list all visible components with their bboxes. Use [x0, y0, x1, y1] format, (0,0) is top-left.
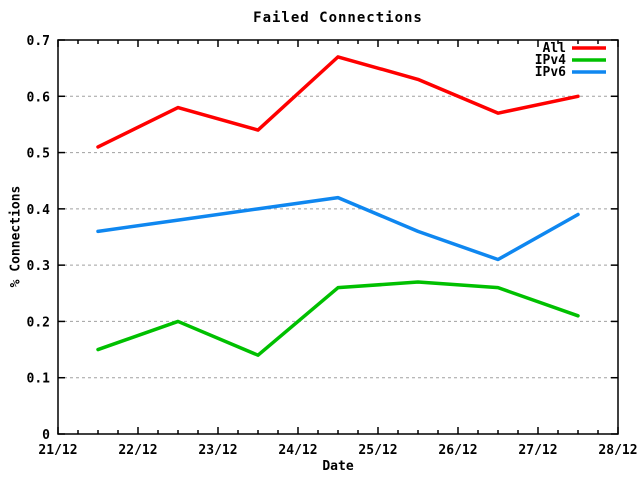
- y-tick-label: 0.4: [27, 203, 51, 218]
- x-tick-label: 22/12: [118, 443, 157, 458]
- y-tick-label: 0.5: [27, 147, 50, 162]
- y-tick-label: 0.3: [27, 259, 50, 274]
- y-tick-label: 0: [42, 428, 50, 443]
- x-tick-label: 25/12: [358, 443, 397, 458]
- legend-label-ipv6: IPv6: [535, 65, 566, 80]
- y-tick-label: 0.1: [27, 372, 51, 387]
- y-tick-label: 0.6: [27, 90, 51, 105]
- series-line-ipv4: [96, 280, 580, 357]
- series-line-all: [96, 55, 580, 149]
- x-axis-label: Date: [322, 459, 354, 474]
- series-line-ipv6: [96, 195, 580, 262]
- x-tick-label: 26/12: [438, 443, 477, 458]
- x-tick-label: 28/12: [598, 443, 637, 458]
- y-tick-label: 0.2: [27, 315, 50, 330]
- legend-label-ipv4: IPv4: [535, 53, 566, 68]
- x-tick-label: 21/12: [38, 443, 77, 458]
- x-tick-label: 23/12: [198, 443, 237, 458]
- x-tick-label: 24/12: [278, 443, 317, 458]
- legend-label-all: All: [543, 41, 566, 56]
- chart-title: Failed Connections: [253, 10, 423, 26]
- plot-border: [57, 39, 619, 435]
- x-tick-label: 27/12: [518, 443, 557, 458]
- y-axis-label: % Connections: [8, 185, 24, 288]
- y-tick-label: 0.7: [27, 34, 50, 49]
